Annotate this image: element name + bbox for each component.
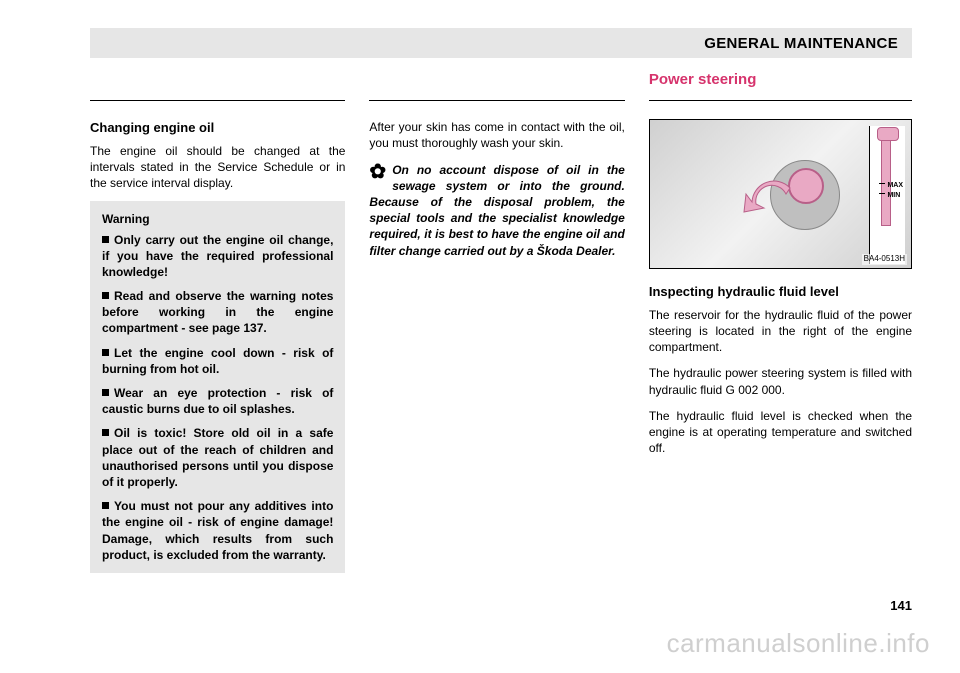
warning-title: Warning bbox=[102, 211, 333, 227]
arrow-icon bbox=[740, 180, 800, 220]
watermark: carmanualsonline.info bbox=[667, 628, 930, 659]
recycle-icon: ✿ bbox=[369, 162, 386, 182]
page-number: 141 bbox=[890, 598, 912, 613]
figure-label: BA4-0513H bbox=[862, 254, 907, 265]
bullet-icon bbox=[102, 502, 109, 509]
column-1: Changing engine oil The engine oil shoul… bbox=[90, 119, 345, 573]
bullet-icon bbox=[102, 292, 109, 299]
warning-b3: Let the engine cool down - risk of burni… bbox=[102, 345, 333, 377]
warning-b4-text: Wear an eye protection - risk of caustic… bbox=[102, 386, 333, 416]
col3-p3: The hydraulic fluid level is checked whe… bbox=[649, 408, 912, 457]
col3-p2: The hydraulic power steering system is f… bbox=[649, 365, 912, 397]
section-title-row: Power steering bbox=[90, 70, 912, 94]
bullet-icon bbox=[102, 389, 109, 396]
title-spacer-1 bbox=[90, 70, 345, 94]
warning-b5-text: Oil is toxic! Store old oil in a safe pl… bbox=[102, 426, 333, 489]
header-title: GENERAL MAINTENANCE bbox=[704, 35, 898, 52]
col3-rule bbox=[649, 100, 912, 101]
bullet-icon bbox=[102, 349, 109, 356]
col2-note-text: On no account dispose of oil in the sewa… bbox=[369, 163, 624, 258]
warning-b4: Wear an eye protection - risk of caustic… bbox=[102, 385, 333, 417]
mark-max: MAX bbox=[879, 181, 903, 191]
warning-box: Warning Only carry out the engine oil ch… bbox=[90, 201, 345, 573]
warning-b6-text: You must not pour any additives into the… bbox=[102, 499, 333, 562]
col2-rule bbox=[369, 100, 624, 101]
column-2: After your skin has come in contact with… bbox=[369, 119, 624, 573]
warning-b2-text: Read and observe the warning notes befor… bbox=[102, 289, 333, 335]
warning-b5: Oil is toxic! Store old oil in a safe pl… bbox=[102, 425, 333, 490]
col1-intro: The engine oil should be changed at the … bbox=[90, 143, 345, 192]
content-columns: Changing engine oil The engine oil shoul… bbox=[90, 119, 912, 573]
bullet-icon bbox=[102, 236, 109, 243]
col3-p1: The reservoir for the hydraulic fluid of… bbox=[649, 307, 912, 356]
col1-rule bbox=[90, 100, 345, 101]
dipstick-panel: MAX MIN bbox=[869, 126, 905, 264]
warning-b6: You must not pour any additives into the… bbox=[102, 498, 333, 563]
col3-subhead: Inspecting hydraulic fluid level bbox=[649, 283, 912, 301]
col2-note: ✿ On no account dispose of oil in the se… bbox=[369, 162, 624, 259]
warning-b1-text: Only carry out the engine oil change, if… bbox=[102, 233, 333, 279]
mark-min: MIN bbox=[879, 191, 903, 201]
header-bar: GENERAL MAINTENANCE bbox=[90, 28, 912, 58]
column-3: MAX MIN BA4-0513H Inspecting hydraulic f… bbox=[649, 119, 912, 573]
figure-power-steering: MAX MIN BA4-0513H bbox=[649, 119, 912, 269]
warning-b3-text: Let the engine cool down - risk of burni… bbox=[102, 346, 333, 376]
section-title: Power steering bbox=[649, 70, 912, 90]
rule-row bbox=[90, 94, 912, 119]
title-spacer-2 bbox=[369, 70, 624, 94]
warning-b2: Read and observe the warning notes befor… bbox=[102, 288, 333, 337]
warning-b1: Only carry out the engine oil change, if… bbox=[102, 232, 333, 281]
bullet-icon bbox=[102, 429, 109, 436]
section-title-cell: Power steering bbox=[649, 70, 912, 94]
col2-p1: After your skin has come in contact with… bbox=[369, 119, 624, 151]
page: GENERAL MAINTENANCE Power steering Chang… bbox=[0, 0, 960, 673]
col1-subhead: Changing engine oil bbox=[90, 119, 345, 137]
dipstick-marks: MAX MIN bbox=[879, 181, 903, 201]
